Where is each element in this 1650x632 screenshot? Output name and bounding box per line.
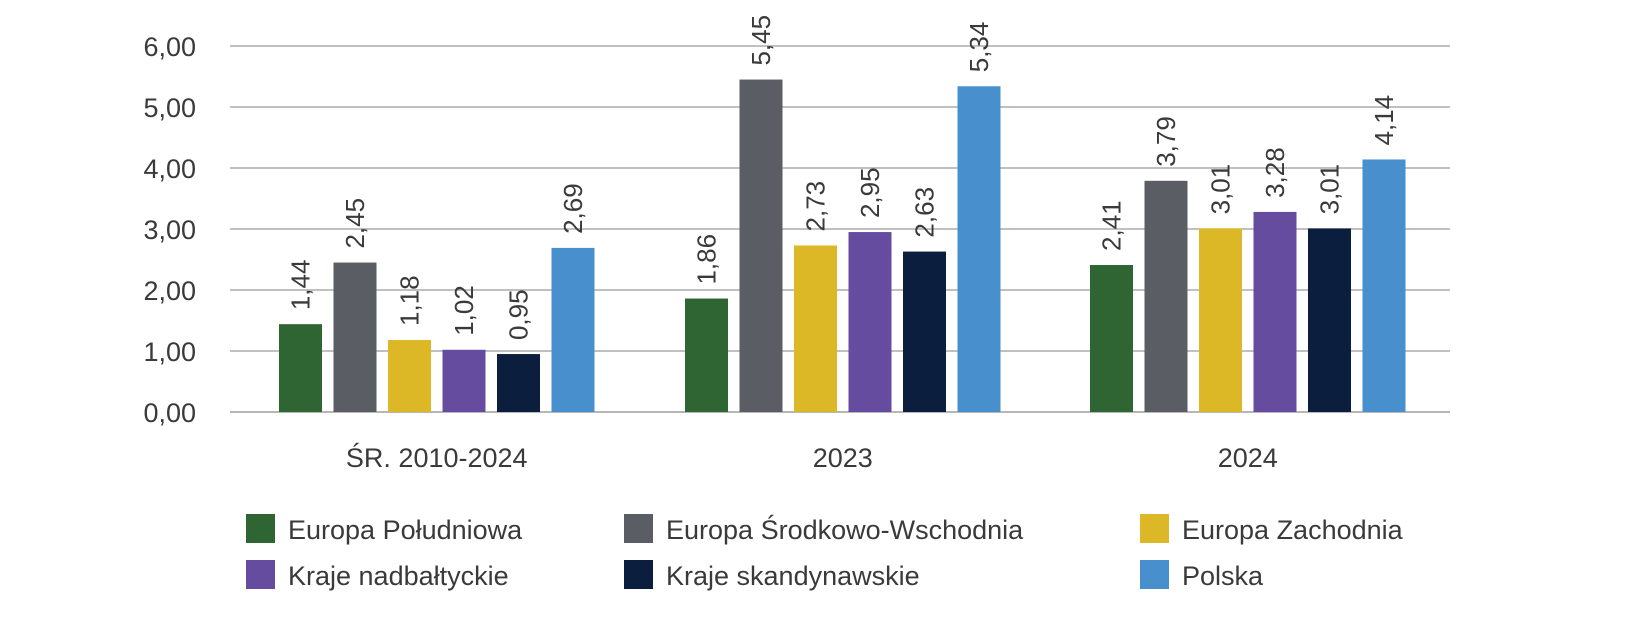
data-label: 1,18 <box>395 275 425 326</box>
category-label: 2023 <box>813 443 873 473</box>
y-tick-label: 5,00 <box>143 93 196 123</box>
data-label: 2,95 <box>855 167 885 218</box>
data-label: 3,79 <box>1151 116 1181 167</box>
data-label: 3,28 <box>1260 147 1290 198</box>
y-tick-label: 2,00 <box>143 276 196 306</box>
bar <box>739 79 783 413</box>
bar <box>794 245 837 412</box>
bar <box>1253 211 1297 412</box>
y-axis-tick-labels: 0,00 1,00 2,00 3,00 4,00 5,00 6,00 <box>143 32 196 428</box>
legend: Europa Południowa Europa Środkowo-Wschodn… <box>246 513 1404 591</box>
y-tick-label: 4,00 <box>143 154 196 184</box>
bar <box>1308 228 1351 412</box>
data-label: 4,14 <box>1369 95 1399 146</box>
y-tick-label: 0,00 <box>143 398 196 428</box>
legend-label: Kraje skandynawskie <box>666 561 920 591</box>
bar <box>388 340 431 412</box>
data-label: 2,63 <box>910 187 940 238</box>
legend-item: Kraje nadbałtyckie <box>246 560 509 591</box>
bar <box>442 349 486 412</box>
data-label: 2,45 <box>340 198 370 249</box>
data-label: 2,69 <box>558 183 588 234</box>
data-label: 5,45 <box>746 15 776 66</box>
bar <box>1090 264 1133 412</box>
legend-swatch <box>624 514 653 543</box>
bar <box>848 232 892 412</box>
legend-item: Polska <box>1140 560 1264 591</box>
data-label: 1,02 <box>449 285 479 336</box>
bar <box>551 247 595 412</box>
bars <box>279 79 1406 413</box>
y-tick-label: 6,00 <box>143 32 196 62</box>
legend-label: Europa Południowa <box>288 515 523 545</box>
bar <box>903 251 946 412</box>
bar <box>1199 228 1242 412</box>
legend-swatch <box>246 560 275 589</box>
legend-swatch <box>246 514 275 543</box>
bar <box>1362 159 1406 412</box>
data-label: 2,41 <box>1097 200 1127 251</box>
data-label: 0,95 <box>504 289 534 340</box>
bar <box>279 324 322 412</box>
legend-label: Polska <box>1182 561 1264 591</box>
legend-swatch <box>1140 560 1169 589</box>
data-label: 1,86 <box>692 234 722 285</box>
bar <box>957 86 1001 412</box>
y-tick-label: 1,00 <box>143 337 196 367</box>
legend-swatch <box>624 560 653 589</box>
legend-item: Europa Zachodnia <box>1140 514 1404 545</box>
y-tick-label: 3,00 <box>143 215 196 245</box>
legend-swatch <box>1140 514 1169 543</box>
bar <box>685 298 728 412</box>
category-label: 2024 <box>1218 443 1278 473</box>
legend-label: Europa Środkowo-Wschodnia <box>666 513 1024 545</box>
legend-item: Europa Południowa <box>246 514 523 545</box>
data-label: 3,01 <box>1315 164 1345 215</box>
bar <box>333 262 377 412</box>
category-labels: ŚR. 2010-2024 2023 2024 <box>346 441 1278 473</box>
category-label: ŚR. 2010-2024 <box>346 441 528 473</box>
bar <box>1144 180 1188 412</box>
data-label: 1,44 <box>286 260 316 311</box>
bar <box>497 354 540 412</box>
legend-label: Kraje nadbałtyckie <box>288 561 509 591</box>
data-label: 5,34 <box>964 22 994 73</box>
legend-label: Europa Zachodnia <box>1182 515 1404 545</box>
data-label: 3,01 <box>1206 164 1236 215</box>
legend-item: Europa Środkowo-Wschodnia <box>624 513 1024 545</box>
data-labels: 1,44 2,45 1,18 1,02 0,95 2,69 1,86 5,45 2,73 2,95… <box>286 15 1400 340</box>
gridlines <box>230 45 1450 413</box>
data-label: 2,73 <box>801 181 831 232</box>
legend-item: Kraje skandynawskie <box>624 560 920 591</box>
